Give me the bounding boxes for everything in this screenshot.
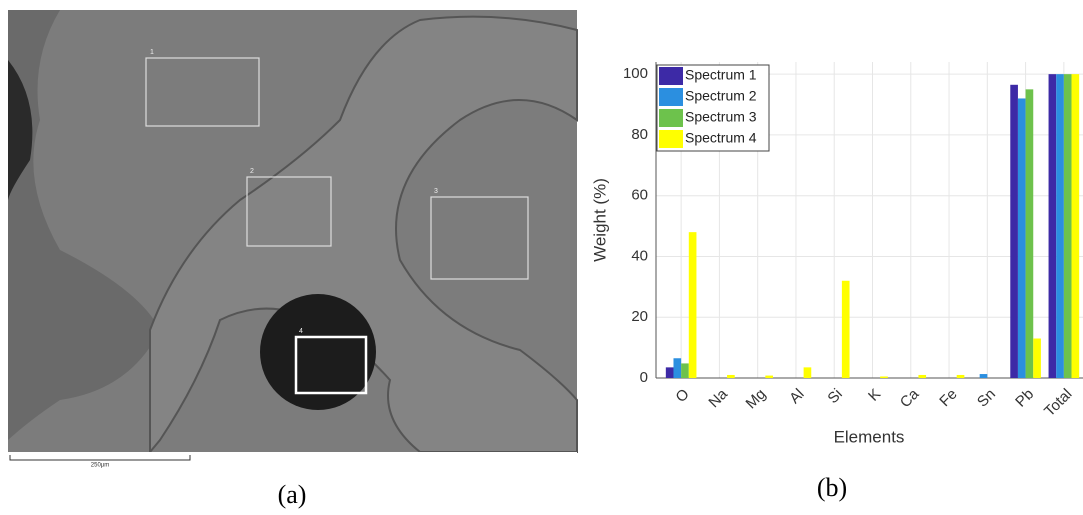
y-tick-label: 100 [623,65,648,82]
bar [980,374,988,378]
x-tick-label: Mg [743,386,770,413]
bar [1072,74,1080,378]
bar [1026,89,1034,378]
bar [689,232,697,378]
legend-swatch [659,67,683,85]
x-tick-label: Na [705,385,731,411]
y-tick-label: 40 [631,247,648,264]
bar [673,358,681,378]
legend-label: Spectrum 1 [685,67,757,83]
caption: (a) [278,480,307,509]
x-tick-label: Pb [1012,386,1037,411]
legend-swatch [659,109,683,127]
figure: 1 2 3 4 250µm (a) (b) Weight (%) Element… [0,0,1083,515]
bar [765,376,773,378]
bar [1056,74,1064,378]
x-tick-label: O [672,386,692,406]
x-tick-label: Ca [897,385,923,411]
x-tick-label: Fe [936,386,960,410]
y-tick-label: 20 [631,308,648,325]
bar [1010,85,1018,378]
legend-swatch [659,130,683,148]
page: 1 2 3 4 250µm (a) (b) Weight (%) Element… [0,0,1083,515]
bar [1033,339,1041,379]
bar [880,376,888,378]
sem-image: 1 2 3 4 250µm [8,10,577,469]
scale-label: 250µm [91,463,109,469]
x-tick-label: Al [786,386,807,407]
bar [842,281,850,378]
legend-label: Spectrum 4 [685,130,757,146]
region-label: 4 [299,328,303,335]
region-label: 3 [434,188,438,195]
bar [957,375,965,378]
legend-swatch [659,88,683,106]
x-tick-label: Si [824,386,845,407]
x-axis-label: Elements [834,427,905,446]
x-tick-label: K [865,386,884,405]
region-label: 1 [150,49,154,56]
bar [666,367,674,378]
y-axis-label: Weight (%) [590,178,609,262]
bar [727,375,735,378]
bar [681,363,689,378]
bar [1064,74,1072,378]
bar [918,375,926,378]
x-tick-label: Sn [974,386,999,411]
caption: (b) [817,473,847,502]
y-tick-label: 80 [631,126,648,143]
legend-label: Spectrum 3 [685,109,757,125]
bar [1018,98,1026,378]
region-label: 2 [250,168,254,175]
x-tick-label: Total [1041,386,1075,420]
bar [1049,74,1057,378]
legend-label: Spectrum 2 [685,88,757,104]
bar [804,367,812,378]
y-tick-label: 60 [631,187,648,204]
y-tick-label: 0 [640,369,648,386]
